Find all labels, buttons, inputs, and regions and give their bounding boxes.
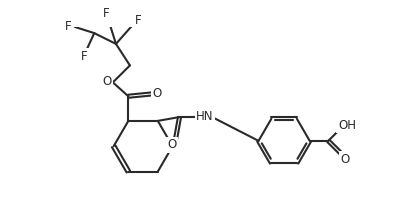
Text: F: F xyxy=(65,20,72,33)
Text: F: F xyxy=(102,7,109,20)
Text: O: O xyxy=(167,138,176,151)
Text: OH: OH xyxy=(338,119,356,132)
Text: F: F xyxy=(81,50,88,63)
Text: O: O xyxy=(103,75,112,88)
Text: F: F xyxy=(135,13,142,26)
Text: HN: HN xyxy=(196,110,214,123)
Text: O: O xyxy=(152,87,161,100)
Text: O: O xyxy=(340,153,349,166)
